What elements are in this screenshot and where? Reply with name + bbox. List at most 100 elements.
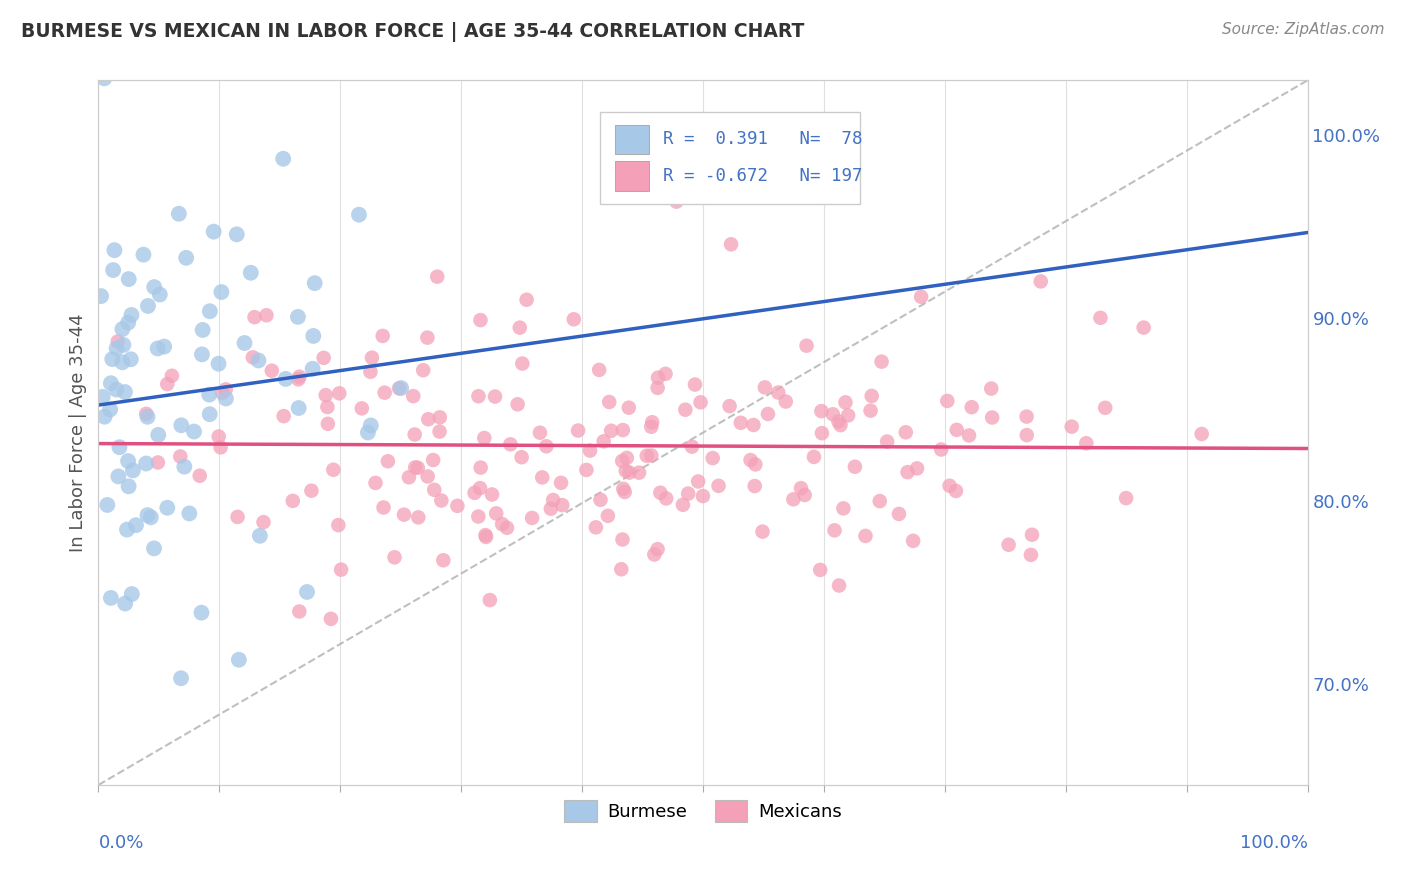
Point [855, 529, 877, 543]
Point [430, 493, 453, 508]
Point [901, 533, 924, 548]
Point [273, 409, 295, 423]
Point [371, 329, 394, 343]
Point [790, 481, 813, 495]
Point [347, 208, 370, 222]
Text: Source: ZipAtlas.com: Source: ZipAtlas.com [1222, 22, 1385, 37]
Point [541, 493, 564, 508]
Point [683, 377, 706, 392]
Point [288, 605, 311, 619]
Point [756, 407, 779, 421]
Point [579, 443, 602, 458]
Point [207, 357, 229, 371]
Point [249, 529, 271, 543]
Point [225, 227, 247, 242]
Point [876, 434, 898, 449]
Point [1021, 527, 1043, 541]
Point [491, 517, 513, 532]
Point [392, 508, 415, 522]
Point [295, 585, 318, 599]
Point [408, 510, 430, 524]
Point [117, 479, 139, 493]
Point [350, 401, 373, 416]
Point [148, 428, 170, 442]
Point [464, 485, 486, 500]
Point [93, 409, 115, 424]
Point [600, 424, 623, 438]
Point [980, 382, 1002, 396]
Point [860, 389, 883, 403]
Point [322, 463, 344, 477]
Point [143, 541, 166, 556]
Point [301, 361, 323, 376]
Point [775, 394, 797, 409]
Point [997, 538, 1019, 552]
Point [808, 563, 831, 577]
Point [125, 518, 148, 533]
Point [422, 453, 444, 467]
Point [1060, 419, 1083, 434]
Point [228, 653, 250, 667]
Point [209, 285, 232, 299]
Point [287, 401, 309, 415]
Point [529, 425, 551, 440]
Point [114, 597, 136, 611]
Point [707, 479, 730, 493]
Point [215, 383, 238, 397]
Point [510, 357, 533, 371]
Point [506, 397, 529, 411]
Point [643, 548, 665, 562]
Point [896, 465, 918, 479]
Point [1015, 428, 1038, 442]
Point [467, 389, 489, 403]
Point [100, 591, 122, 605]
Point [718, 399, 741, 413]
Point [252, 515, 274, 529]
Point [173, 459, 195, 474]
Point [1115, 491, 1137, 505]
Point [562, 312, 585, 326]
Point [191, 323, 214, 337]
Point [107, 334, 129, 349]
Point [90, 289, 112, 303]
Point [1019, 548, 1042, 562]
Point [647, 542, 669, 557]
FancyBboxPatch shape [600, 112, 860, 203]
Point [575, 463, 598, 477]
Point [111, 355, 134, 369]
Point [146, 455, 169, 469]
Point [115, 523, 138, 537]
Point [432, 553, 454, 567]
Text: R = -0.672   N= 197: R = -0.672 N= 197 [664, 167, 863, 186]
Point [122, 463, 145, 477]
Point [198, 387, 221, 401]
Point [100, 376, 122, 391]
Point [616, 450, 638, 465]
Point [751, 524, 773, 539]
Point [1191, 427, 1213, 442]
Point [612, 454, 634, 468]
Point [121, 587, 143, 601]
Point [93, 71, 115, 86]
Point [139, 510, 162, 524]
Point [160, 368, 183, 383]
Point [720, 237, 742, 252]
Point [388, 381, 411, 395]
Point [112, 338, 135, 352]
Point [905, 461, 928, 475]
Point [404, 427, 426, 442]
Point [281, 493, 304, 508]
Point [153, 340, 176, 354]
Point [859, 403, 882, 417]
Point [167, 207, 190, 221]
Point [832, 501, 855, 516]
Point [198, 407, 221, 421]
Point [589, 492, 612, 507]
Point [274, 372, 297, 386]
Point [315, 388, 337, 402]
Point [910, 290, 932, 304]
Text: R =  0.391   N=  78: R = 0.391 N= 78 [664, 130, 863, 148]
Point [744, 479, 766, 493]
Point [869, 494, 891, 508]
Point [426, 269, 449, 284]
